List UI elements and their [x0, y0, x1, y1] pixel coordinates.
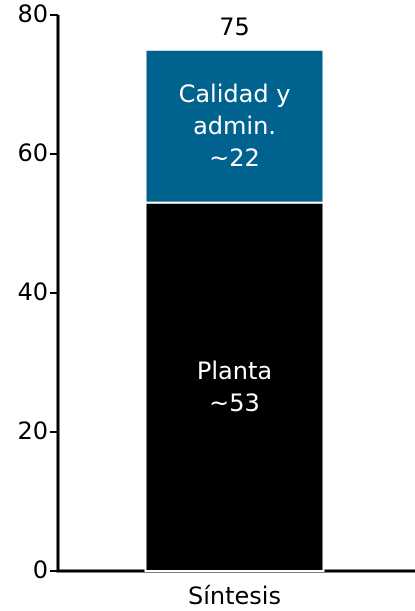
x-tick-label: Síntesis [188, 582, 281, 610]
y-tick-label: 0 [33, 556, 48, 584]
y-tick-label: 40 [17, 278, 48, 306]
total-label: 75 [219, 13, 250, 41]
y-tick-label: 80 [17, 0, 48, 28]
bar-segment [144, 201, 325, 572]
series-name: Calidad y admin. [178, 80, 291, 141]
value-label: ~53 [209, 388, 260, 417]
value-label: ~22 [209, 144, 260, 173]
series-name: Planta [196, 356, 273, 385]
segment-label: Calidad y admin. ~22 [146, 50, 324, 203]
segment-label: Planta ~53 [146, 203, 324, 571]
y-tick-label: 60 [17, 139, 48, 167]
y-tick-label: 20 [17, 417, 48, 445]
bar-segment [144, 48, 325, 204]
